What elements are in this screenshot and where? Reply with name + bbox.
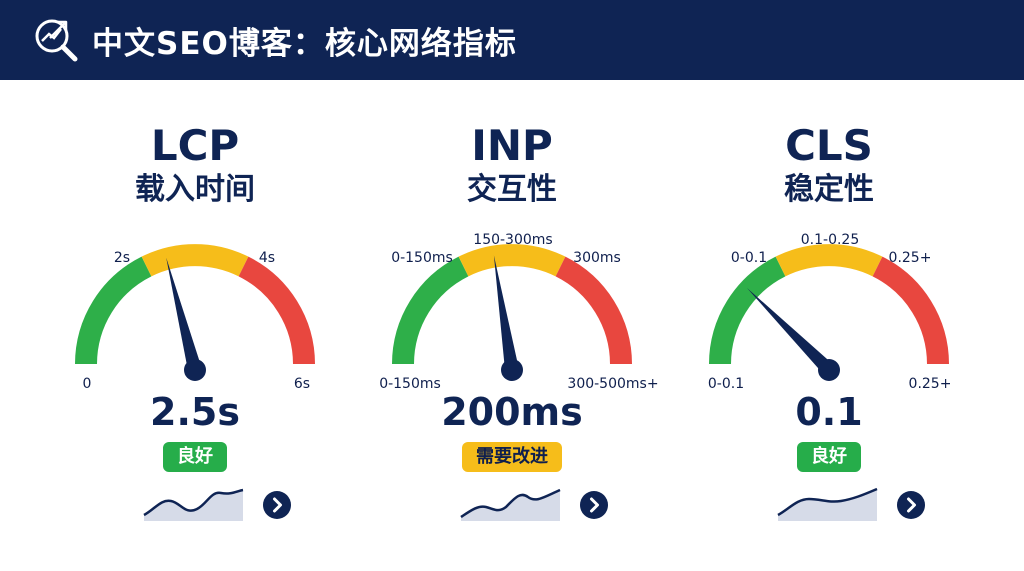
metric-name: 载入时间 <box>135 172 255 207</box>
gauge-segment-good <box>392 256 469 365</box>
chevron-right-icon <box>273 497 282 513</box>
metric-panel-cls: CLS 稳定性 0-0.1 0.1-0.25 0.25+ 0-0.1 0.25+… <box>659 80 999 571</box>
gauge-hub <box>501 359 523 381</box>
gauge-segment-poor <box>555 256 632 365</box>
sparkline-icon <box>777 487 878 521</box>
gauge: 0-0.1 0.1-0.25 0.25+ 0-0.1 0.25+ <box>708 232 952 392</box>
label-max: 6s <box>294 376 310 392</box>
metric-code: LCP <box>150 121 240 170</box>
status-badge: 良好 <box>797 442 861 472</box>
label-left-bottom: 0-150ms <box>379 376 441 392</box>
label-right-bottom: 300-500ms+ <box>567 376 658 392</box>
header-bar: 中文SEO博客：核心网络指标 <box>0 0 1024 80</box>
gauge-hub <box>818 359 840 381</box>
chevron-right-icon <box>590 497 599 513</box>
metric-name: 交互性 <box>467 172 557 207</box>
metric-panel-inp: INP 交互性 0-150ms 150-300ms 300ms 0-150ms … <box>342 80 682 571</box>
label-middle-top: 150-300ms <box>473 232 552 248</box>
analytics-search-icon <box>35 19 78 62</box>
label-min: 0 <box>83 376 92 392</box>
details-button[interactable] <box>897 491 925 519</box>
label-good-threshold: 2s <box>114 250 130 266</box>
sparkline-icon <box>460 488 561 521</box>
gauge: 0-150ms 150-300ms 300ms 0-150ms 300-500m… <box>379 232 658 392</box>
gauge-needle <box>747 288 834 375</box>
metric-name: 稳定性 <box>784 172 874 207</box>
gauge-segment-poor <box>872 256 949 365</box>
metric-value: 0.1 <box>795 390 863 434</box>
gauge-segment-needs-improvement <box>775 244 883 277</box>
sparkline-icon <box>143 488 244 521</box>
gauge-segment-good <box>75 256 152 365</box>
label-poor-threshold: 4s <box>259 250 275 266</box>
gauge-hub <box>184 359 206 381</box>
label-left-top: 0-0.1 <box>731 250 767 266</box>
gauge-segment-good <box>709 256 786 365</box>
label-left-bottom: 0-0.1 <box>708 376 744 392</box>
details-button[interactable] <box>580 491 608 519</box>
label-right-top: 0.25+ <box>889 250 932 266</box>
metric-value: 200ms <box>441 390 583 434</box>
metric-code: INP <box>471 121 553 170</box>
gauge-segment-needs-improvement <box>458 244 566 277</box>
status-badge: 良好 <box>163 442 227 472</box>
gauge-needle <box>493 255 519 372</box>
details-button[interactable] <box>263 491 291 519</box>
metric-panel-lcp: LCP 载入时间 2s 4s 0 6s 2.5s 良好 <box>25 80 365 571</box>
chevron-right-icon <box>907 497 916 513</box>
label-left-top: 0-150ms <box>391 250 453 266</box>
page-title: 中文SEO博客：核心网络指标 <box>92 26 517 62</box>
metric-code: CLS <box>785 121 873 170</box>
gauge-segment-poor <box>238 256 315 365</box>
gauge-needle <box>166 257 202 372</box>
label-middle-top: 0.1-0.25 <box>801 232 860 248</box>
label-right-top: 300ms <box>573 250 621 266</box>
metric-value: 2.5s <box>150 390 240 434</box>
label-right-bottom: 0.25+ <box>909 376 952 392</box>
status-badge: 需要改进 <box>462 442 562 472</box>
gauge-segment-needs-improvement <box>141 244 249 277</box>
gauge: 2s 4s 0 6s <box>75 244 315 392</box>
